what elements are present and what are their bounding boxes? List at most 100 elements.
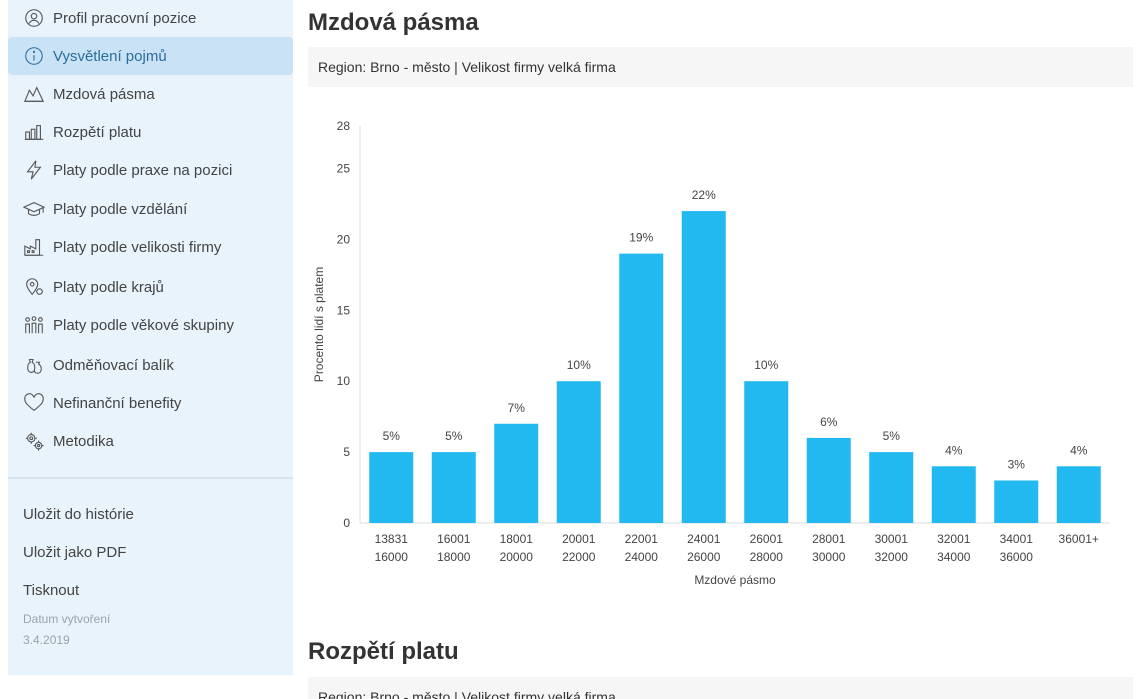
sidebar-item-label: Profil pracovní pozice [53, 9, 197, 27]
sidebar-item-benefity[interactable]: Nefinanční benefity [8, 384, 293, 422]
bar [431, 452, 476, 523]
sidebar-item-kraje[interactable]: Platy podle krajů [8, 268, 293, 306]
money-bags-icon [22, 353, 46, 377]
x-tick-label: 22001 [625, 532, 659, 546]
x-tick-label: 36000 [1000, 550, 1034, 564]
sidebar-item-label: Metodika [53, 432, 114, 450]
bar [556, 381, 601, 523]
bar [744, 381, 789, 523]
map-pin-icon [22, 275, 46, 299]
sidebar-item-label: Platy podle věkové skupiny [53, 316, 234, 334]
sidebar-item-label: Platy podle krajů [53, 278, 164, 296]
info-icon [22, 44, 46, 68]
area-chart-icon [22, 82, 46, 106]
bar-data-label: 6% [820, 415, 838, 429]
sidebar-item-label: Rozpětí platu [53, 123, 142, 141]
bar-data-label: 5% [383, 429, 401, 443]
sidebar-item-rozpeti[interactable]: Rozpětí platu [8, 113, 293, 151]
x-axis-label: Mzdové pásmo [694, 573, 776, 587]
x-tick-label: 32001 [937, 532, 971, 546]
y-tick-label: 15 [337, 303, 351, 317]
save-pdf-button[interactable]: Uložit jako PDF [23, 544, 127, 561]
y-tick-label: 5 [343, 445, 350, 459]
lightning-icon [22, 158, 46, 182]
factory-icon [22, 235, 46, 259]
sidebar-item-label: Platy podle velikosti firmy [53, 238, 222, 256]
bar [806, 437, 851, 523]
gears-icon [22, 429, 46, 453]
section-title-rozpeti: Rozpětí platu [308, 638, 459, 665]
bar [869, 452, 914, 523]
x-tick-label: 30001 [875, 532, 909, 546]
region-filter-bar-2: Region: Brno - město | Velikost firmy ve… [308, 677, 1133, 699]
bar-data-label: 22% [692, 188, 716, 202]
bar-data-label: 10% [567, 358, 591, 372]
sidebar-item-odmenovaci-balik[interactable]: Odměňovací balík [8, 346, 293, 384]
x-tick-label: 20001 [562, 532, 596, 546]
x-tick-label: 28000 [750, 550, 784, 564]
graduation-cap-icon [22, 197, 46, 221]
y-tick-label: 20 [337, 232, 351, 246]
bar [994, 480, 1039, 523]
x-tick-label: 18000 [437, 550, 471, 564]
bar-data-label: 4% [1070, 443, 1088, 457]
y-tick-label: 10 [337, 374, 351, 388]
y-tick-label: 25 [337, 162, 351, 176]
user-circle-icon [22, 6, 46, 30]
bar-chart-icon [22, 120, 46, 144]
sidebar-divider [8, 477, 293, 479]
bar-data-label: 10% [754, 358, 778, 372]
created-label: Datum vytvoření [23, 612, 111, 626]
page-title: Mzdová pásma [308, 9, 479, 36]
bar [931, 466, 976, 523]
bar-data-label: 19% [629, 231, 653, 245]
x-tick-label: 24001 [687, 532, 721, 546]
save-history-button[interactable]: Uložit do histórie [23, 506, 134, 523]
print-button[interactable]: Tisknout [23, 582, 80, 599]
sidebar-item-metodika[interactable]: Metodika [8, 422, 293, 460]
x-tick-label: 24000 [625, 550, 659, 564]
created-date: 3.4.2019 [23, 633, 70, 647]
x-tick-label: 13831 [375, 532, 409, 546]
heart-icon [22, 391, 46, 415]
bar [494, 423, 539, 523]
sidebar-item-vzdelani[interactable]: Platy podle vzdělání [8, 190, 293, 228]
sidebar-item-label: Odměňovací balík [53, 356, 174, 374]
bar-data-label: 7% [508, 401, 526, 415]
bar [681, 211, 726, 524]
y-axis-label: Procento lidí s platem [312, 267, 326, 382]
x-tick-label: 36001+ [1059, 532, 1099, 546]
x-tick-label: 22000 [562, 550, 596, 564]
sidebar-item-label: Nefinanční benefity [53, 394, 182, 412]
bar [1056, 466, 1101, 523]
sidebar-item-label: Platy podle praxe na pozici [53, 161, 233, 179]
sidebar-item-praxe[interactable]: Platy podle praxe na pozici [8, 151, 293, 189]
bar [619, 253, 664, 523]
salary-band-chart: 0 5 10 15 20 25 28 Procento lidí s platem 5% 1383… [300, 110, 1130, 590]
bar-data-label: 5% [445, 429, 463, 443]
x-tick-label: 18001 [500, 532, 534, 546]
x-tick-label: 34001 [1000, 532, 1034, 546]
sidebar-item-profil[interactable]: Profil pracovní pozice [8, 0, 293, 37]
bar-data-label: 3% [1008, 457, 1026, 471]
x-tick-label: 20000 [500, 550, 534, 564]
x-tick-label: 30000 [812, 550, 846, 564]
sidebar-item-mzdova-pasma[interactable]: Mzdová pásma [8, 75, 293, 113]
sidebar-item-label: Mzdová pásma [53, 85, 155, 103]
region-filter-bar: Region: Brno - město | Velikost firmy ve… [308, 47, 1133, 87]
bar [369, 452, 414, 523]
chart-svg: 0 5 10 15 20 25 28 Procento lidí s platem 5% 1383… [312, 119, 1110, 587]
sidebar-item-label: Platy podle vzdělání [53, 200, 188, 218]
x-tick-label: 26000 [687, 550, 721, 564]
x-tick-label: 16001 [437, 532, 471, 546]
y-tick-label: 0 [343, 516, 350, 530]
sidebar-item-vekove-skupiny[interactable]: Platy podle věkové skupiny [8, 306, 293, 344]
x-tick-label: 34000 [937, 550, 971, 564]
x-tick-label: 28001 [812, 532, 846, 546]
sidebar: Profil pracovní pozice Vysvětlení pojmů … [8, 0, 293, 675]
x-tick-label: 16000 [375, 550, 409, 564]
sidebar-item-label: Vysvětlení pojmů [53, 47, 167, 65]
sidebar-item-vysvetleni[interactable]: Vysvětlení pojmů [8, 37, 293, 75]
bar-data-label: 5% [883, 429, 901, 443]
sidebar-item-velikost-firmy[interactable]: Platy podle velikosti firmy [8, 228, 293, 266]
